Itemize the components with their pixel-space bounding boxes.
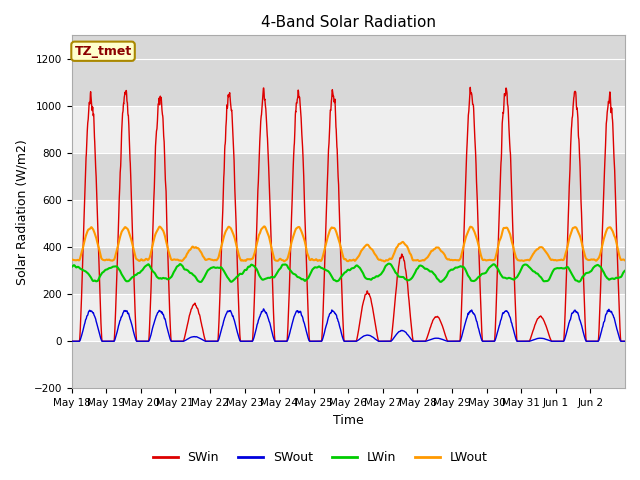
SWout <box>515 338 523 344</box>
Title: 4-Band Solar Radiation: 4-Band Solar Radiation <box>261 15 436 30</box>
Legend: SWin, SWout, LWin, LWout: SWin, SWout, LWin, LWout <box>147 446 493 469</box>
LWout <box>123 226 131 231</box>
Bar <box>72 294 625 341</box>
Text: TZ_tmet: TZ_tmet <box>74 45 132 58</box>
LWout <box>243 257 250 263</box>
SWin <box>547 336 554 342</box>
LWin <box>123 278 131 284</box>
LWout <box>382 257 390 263</box>
LWin <box>243 267 250 273</box>
SWout <box>382 338 390 344</box>
Bar <box>72 200 625 247</box>
LWout <box>68 257 76 263</box>
Line: SWout: SWout <box>72 309 625 341</box>
LWin <box>382 263 390 269</box>
LWout <box>547 256 554 262</box>
LWin <box>547 274 554 279</box>
Bar <box>72 106 625 153</box>
SWout <box>123 308 131 313</box>
LWout <box>260 224 268 229</box>
Bar <box>72 59 625 106</box>
LWin <box>385 261 393 266</box>
LWout <box>381 259 388 264</box>
LWout <box>621 258 629 264</box>
SWout <box>68 338 76 344</box>
SWin <box>614 252 621 258</box>
LWin <box>68 264 76 270</box>
Bar <box>72 247 625 294</box>
Line: LWout: LWout <box>72 227 625 262</box>
SWin <box>381 338 389 344</box>
SWin <box>123 98 131 104</box>
SWout <box>621 338 629 344</box>
LWout <box>515 258 523 264</box>
LWout <box>614 244 621 250</box>
Bar <box>72 153 625 200</box>
SWout <box>243 338 250 344</box>
SWout <box>260 306 268 312</box>
LWin <box>196 279 204 285</box>
LWin <box>614 275 621 281</box>
SWin <box>515 338 523 344</box>
LWin <box>621 268 629 274</box>
SWout <box>547 338 554 344</box>
SWin <box>243 338 250 344</box>
X-axis label: Time: Time <box>333 414 364 427</box>
Y-axis label: Solar Radiation (W/m2): Solar Radiation (W/m2) <box>15 139 28 285</box>
SWin <box>621 338 629 344</box>
LWin <box>515 270 523 276</box>
Line: LWin: LWin <box>72 264 625 282</box>
Bar <box>72 341 625 388</box>
SWin <box>68 338 76 344</box>
SWout <box>614 327 621 333</box>
Line: SWin: SWin <box>72 87 625 341</box>
SWin <box>467 84 474 90</box>
